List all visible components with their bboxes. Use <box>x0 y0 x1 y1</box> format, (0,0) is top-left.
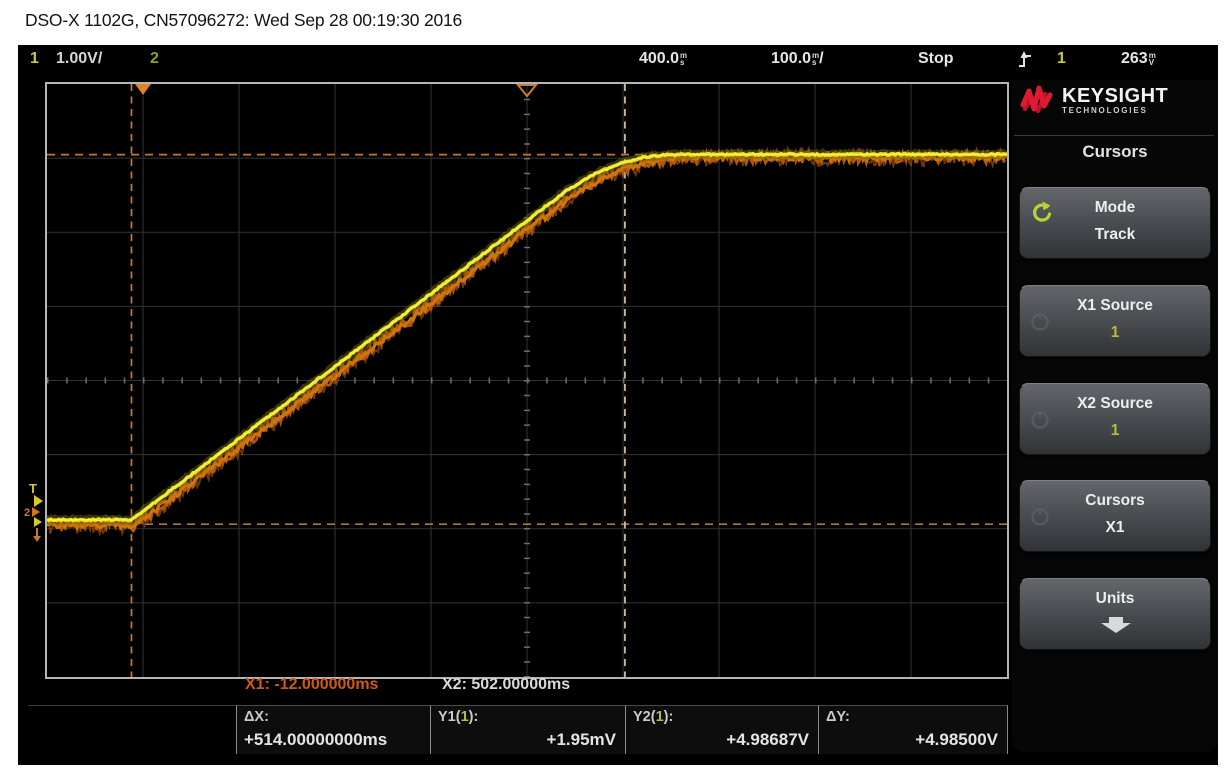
waveform-plot <box>47 84 1007 677</box>
x1-cursor-readout: X1: -12.000000ms <box>245 676 379 693</box>
softkey-x1-source-label: X1 Source <box>1077 297 1153 314</box>
trigger-source[interactable]: 1 <box>1057 50 1066 67</box>
trigger-level-marker-icon[interactable] <box>34 495 43 507</box>
softkey-menu-panel: KEYSIGHT TECHNOLOGIES Cursors Mode Track… <box>1012 80 1218 752</box>
channel1-number[interactable]: 1 <box>30 50 39 67</box>
keysight-logo-icon <box>1020 85 1053 113</box>
softkey-x2-source[interactable]: X2 Source 1 <box>1019 383 1211 455</box>
softkey-mode[interactable]: Mode Track <box>1019 187 1211 259</box>
rising-edge-trigger-icon <box>1018 50 1033 75</box>
channel2-ground-marker-icon[interactable] <box>32 507 40 517</box>
delta-y-label: ΔY: <box>826 709 850 725</box>
y2-value: +4.98687V <box>726 730 809 749</box>
y2-cell: Y2(1): +4.98687V <box>625 705 818 754</box>
y2-label: Y2(1): <box>633 709 674 725</box>
knob-icon <box>1029 311 1051 338</box>
y1-cell: Y1(1): +1.95mV <box>430 705 625 754</box>
softkey-cursors-value: X1 <box>1105 519 1125 536</box>
channel1-ground-marker-icon[interactable] <box>34 517 42 527</box>
softkey-units[interactable]: Units <box>1019 578 1211 650</box>
down-arrow-icon <box>1098 617 1134 639</box>
run-state[interactable]: Stop <box>918 50 954 67</box>
softkey-x1-source[interactable]: X1 Source 1 <box>1019 285 1211 357</box>
knob-icon <box>1029 409 1051 436</box>
status-bar: 1 1.00V/ 2 400.0 m s 100.0 m s / Stop 1 263 m V <box>18 45 1218 76</box>
knob-icon <box>1029 506 1051 533</box>
softkey-x1-source-value: 1 <box>1110 324 1120 341</box>
brand-name: KEYSIGHT <box>1062 84 1169 107</box>
trigger-level-readout[interactable]: 263 m V <box>1121 50 1156 67</box>
channel2-ground-label: 2 <box>24 507 31 519</box>
y1-label: Y1(1): <box>438 709 479 725</box>
softkey-mode-value: Track <box>1094 226 1136 243</box>
sidebar-divider <box>1014 135 1214 136</box>
oscilloscope-screen: 1 1.00V/ 2 400.0 m s 100.0 m s / Stop 1 263 m V… <box>18 45 1218 765</box>
delta-x-label: ΔX: <box>244 709 269 725</box>
softkey-cursors[interactable]: Cursors X1 <box>1019 480 1211 552</box>
delta-y-cell: ΔY: +4.98500V <box>818 705 1008 754</box>
graticule <box>45 82 1009 679</box>
delay-readout[interactable]: 400.0 m s <box>639 50 688 67</box>
brand-logo: KEYSIGHT TECHNOLOGIES <box>1020 84 1168 116</box>
delta-y-value: +4.98500V <box>915 730 998 749</box>
menu-title: Cursors <box>1082 142 1148 161</box>
softkey-units-label: Units <box>1095 590 1135 607</box>
softkey-x2-source-value: 1 <box>1110 422 1120 439</box>
delta-x-value: +514.00000000ms <box>244 730 388 749</box>
y1-value: +1.95mV <box>546 730 616 749</box>
rotate-icon <box>1030 201 1054 230</box>
softkey-x2-source-label: X2 Source <box>1077 395 1153 412</box>
readout-separator <box>28 705 236 706</box>
x2-cursor-readout: X2: 502.00000ms <box>442 676 571 693</box>
trigger-level-marker-label: T <box>29 481 37 496</box>
brand-subname: TECHNOLOGIES <box>1062 105 1148 115</box>
ground-arrow-icon <box>32 528 42 547</box>
softkey-cursors-label: Cursors <box>1085 492 1145 509</box>
softkey-mode-label: Mode <box>1094 199 1136 216</box>
timebase-readout[interactable]: 100.0 m s / <box>771 50 824 67</box>
channel2-number[interactable]: 2 <box>150 50 159 67</box>
channel1-scale[interactable]: 1.00V/ <box>56 50 103 67</box>
window-title: DSO-X 1102G, CN57096272: Wed Sep 28 00:1… <box>25 10 463 30</box>
delta-x-cell: ΔX: +514.00000000ms <box>236 705 430 754</box>
